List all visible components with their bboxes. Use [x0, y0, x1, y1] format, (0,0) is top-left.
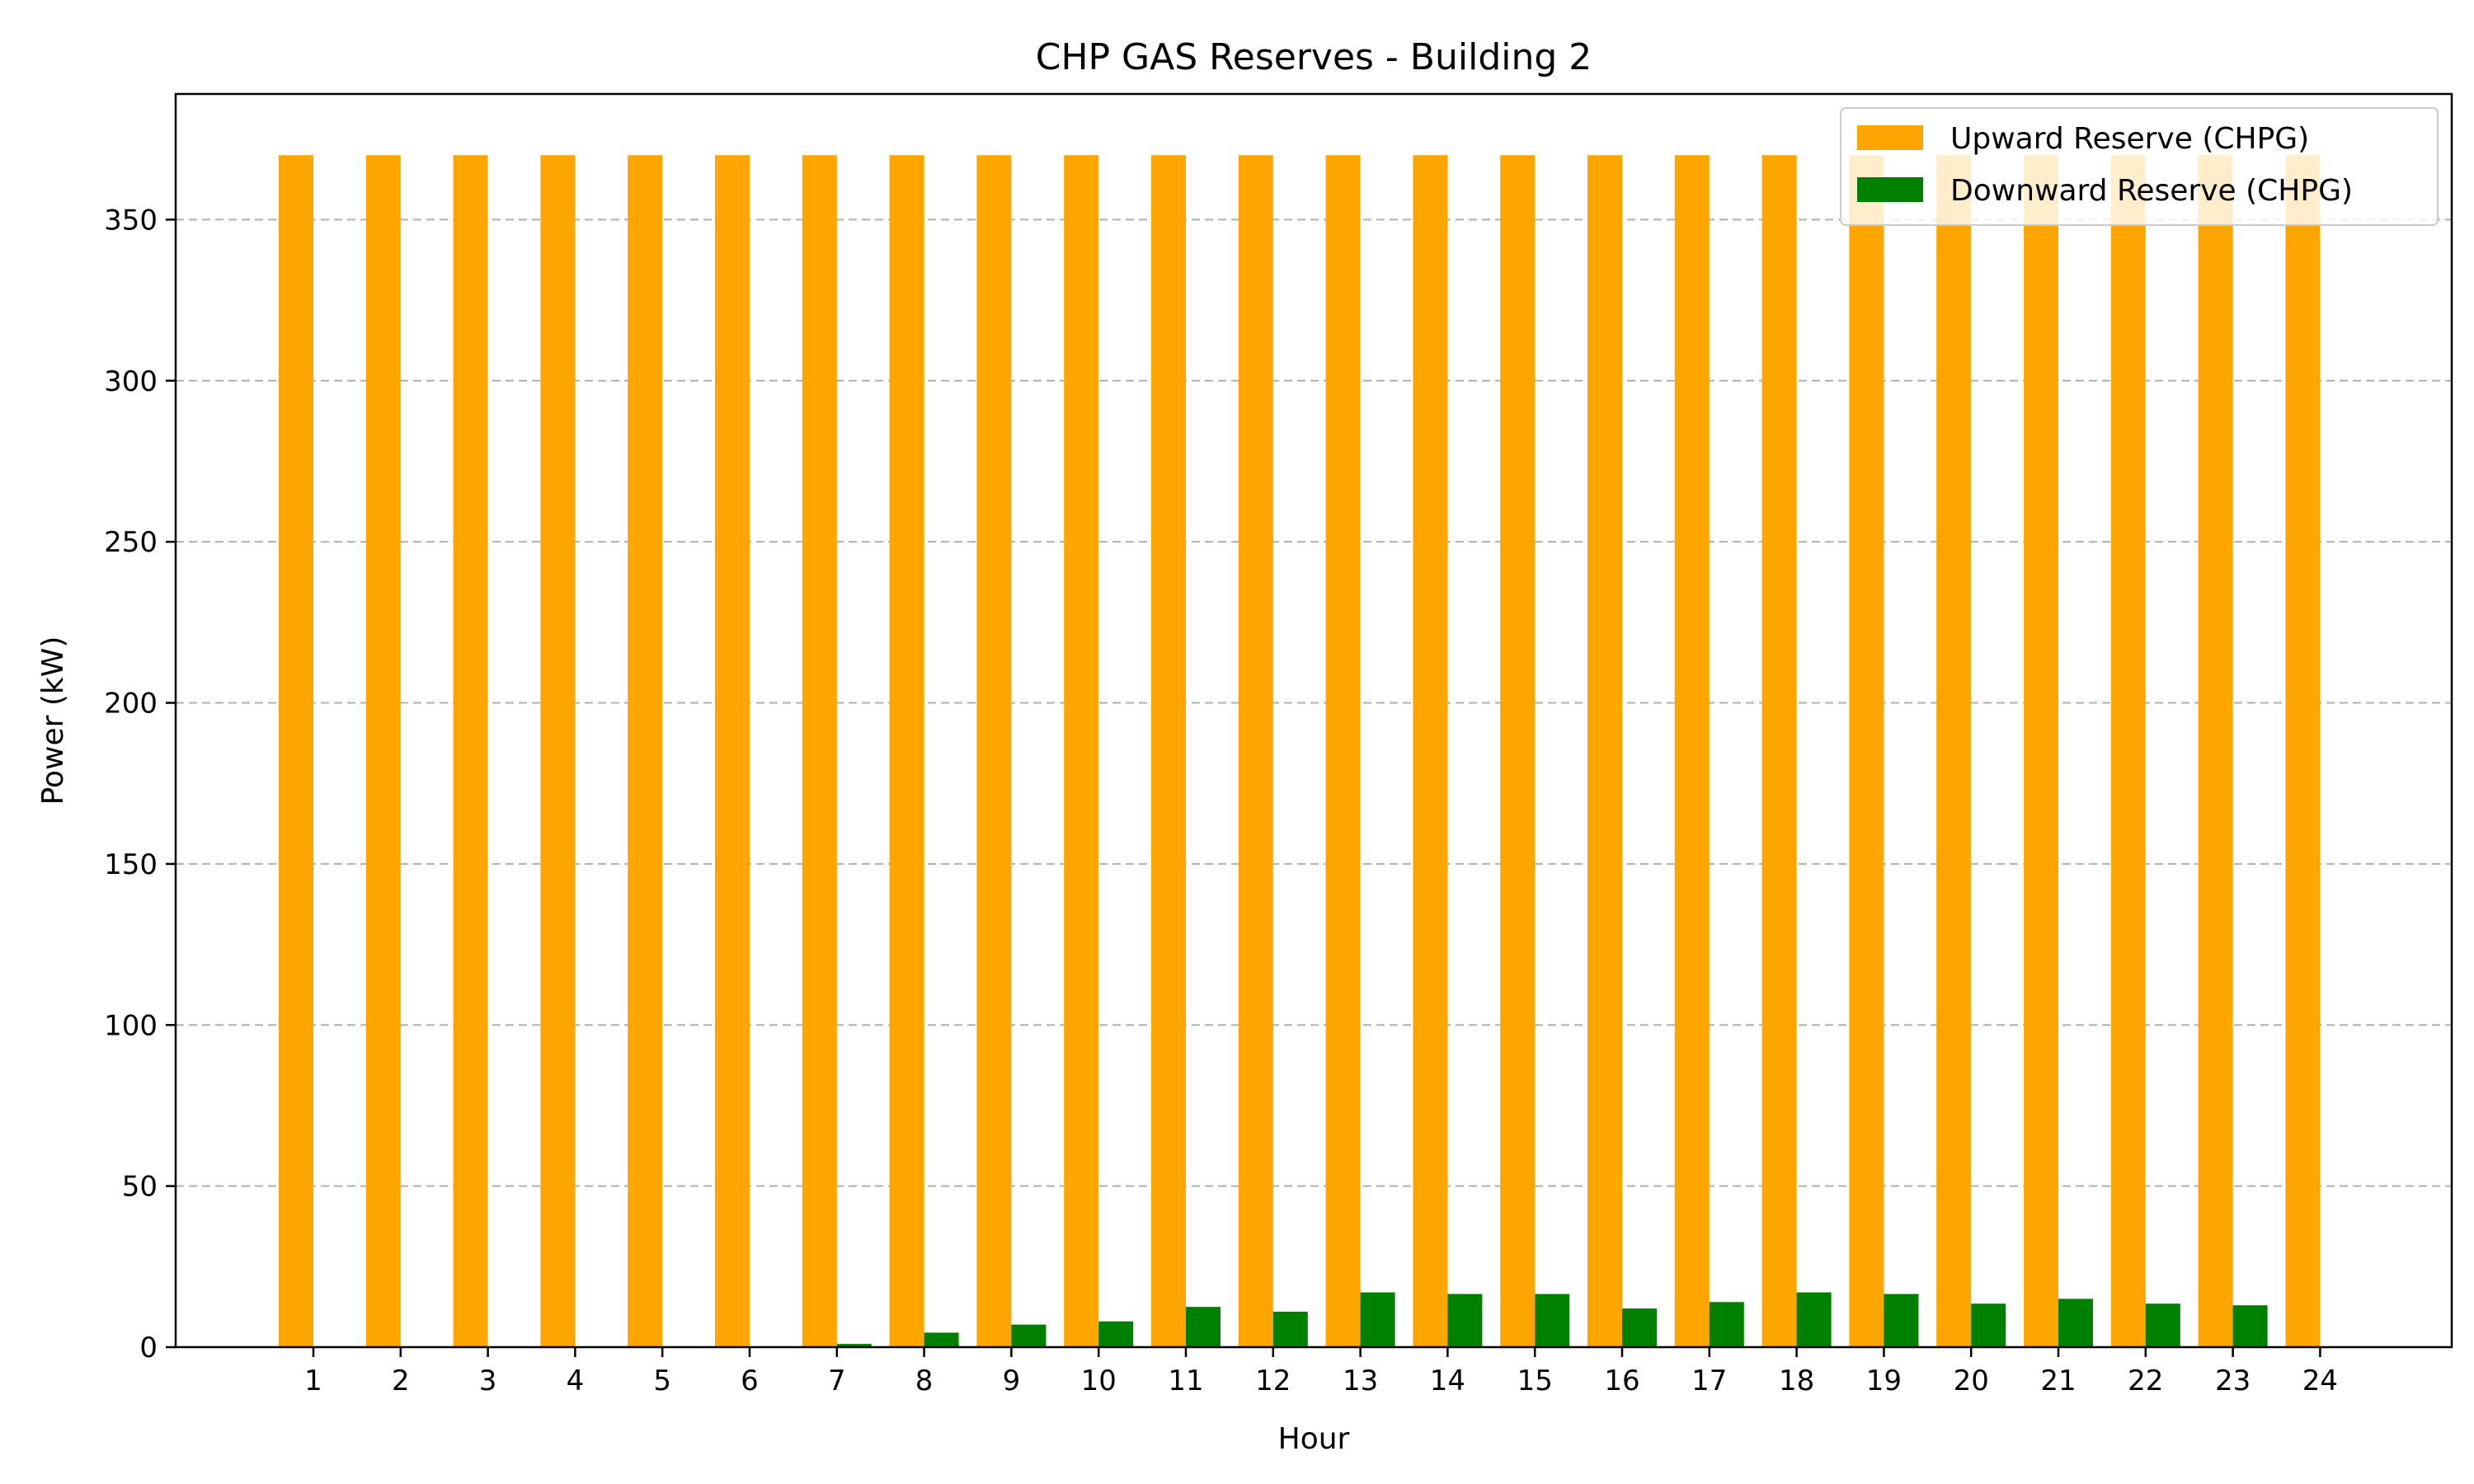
x-tick-label: 1 — [304, 1364, 322, 1397]
grid-lines — [176, 218, 2452, 1187]
x-tick-label: 8 — [915, 1364, 934, 1397]
bar-downward-reserve — [1796, 1292, 1832, 1347]
bar-downward-reserve — [1971, 1303, 2006, 1347]
x-tick-label: 17 — [1691, 1364, 1727, 1397]
bar-downward-reserve — [1622, 1308, 1657, 1347]
bar-downward-reserve — [1011, 1324, 1047, 1347]
x-tick-label: 14 — [1430, 1364, 1465, 1397]
bars — [279, 155, 2321, 1347]
x-tick-label: 10 — [1081, 1364, 1117, 1397]
bar-upward-reserve — [628, 155, 663, 1347]
bar-downward-reserve — [2232, 1305, 2268, 1347]
bar-downward-reserve — [836, 1344, 872, 1347]
x-tick-label: 5 — [653, 1364, 671, 1397]
legend-swatch-upward — [1857, 125, 1923, 150]
y-tick-label: 200 — [104, 688, 158, 721]
legend-swatch-downward — [1857, 177, 1923, 202]
bar-upward-reserve — [1761, 155, 1797, 1347]
x-tick-label: 23 — [2215, 1364, 2251, 1397]
bar-downward-reserve — [2145, 1303, 2180, 1347]
x-tick-label: 2 — [392, 1364, 410, 1397]
legend-label-upward: Upward Reserve (CHPG) — [1950, 122, 2309, 156]
bar-upward-reserve — [2285, 155, 2321, 1347]
y-axis-ticks: 0 50 100 150 200 250 300 350 — [104, 204, 176, 1364]
bar-upward-reserve — [453, 155, 488, 1347]
x-tick-label: 18 — [1779, 1364, 1814, 1397]
y-tick-label: 0 — [139, 1331, 158, 1364]
y-tick-label: 250 — [104, 526, 158, 559]
bar-downward-reserve — [1360, 1292, 1395, 1347]
x-tick-label: 13 — [1343, 1364, 1378, 1397]
x-tick-label: 9 — [1003, 1364, 1021, 1397]
bar-upward-reserve — [1238, 155, 1273, 1347]
bar-downward-reserve — [1098, 1321, 1134, 1347]
bar-downward-reserve — [924, 1332, 959, 1347]
x-tick-label: 12 — [1255, 1364, 1291, 1397]
bar-upward-reserve — [976, 155, 1012, 1347]
y-tick-label: 350 — [104, 204, 158, 237]
bar-upward-reserve — [889, 155, 924, 1347]
bar-upward-reserve — [2110, 155, 2146, 1347]
legend-label-downward: Downward Reserve (CHPG) — [1950, 174, 2353, 208]
bar-downward-reserve — [1709, 1302, 1744, 1347]
x-tick-label: 21 — [2040, 1364, 2076, 1397]
bar-downward-reserve — [1884, 1294, 1919, 1347]
bar-upward-reserve — [1413, 155, 1448, 1347]
legend: Upward Reserve (CHPG) Downward Reserve (… — [1840, 107, 2439, 226]
bar-upward-reserve — [1151, 155, 1186, 1347]
bar-upward-reserve — [1587, 155, 1622, 1347]
plot-frame — [174, 92, 2453, 1349]
bar-downward-reserve — [1447, 1294, 1483, 1347]
chart-title: CHP GAS Reserves - Building 2 — [1036, 36, 1592, 78]
bar-upward-reserve — [365, 155, 401, 1347]
bar-upward-reserve — [1500, 155, 1536, 1347]
x-tick-label: 11 — [1168, 1364, 1203, 1397]
x-axis-label: Hour — [1278, 1422, 1350, 1456]
bar-upward-reserve — [540, 155, 576, 1347]
x-tick-label: 4 — [567, 1364, 585, 1397]
x-tick-label: 6 — [741, 1364, 759, 1397]
y-tick-label: 300 — [104, 365, 158, 398]
x-tick-label: 20 — [1954, 1364, 1989, 1397]
y-tick-label: 150 — [104, 848, 158, 881]
bar-upward-reserve — [2024, 155, 2058, 1347]
bar-downward-reserve — [1186, 1307, 1221, 1347]
x-tick-label: 16 — [1604, 1364, 1639, 1397]
bar-upward-reserve — [1064, 155, 1099, 1347]
y-tick-label: 100 — [104, 1009, 158, 1042]
bar-upward-reserve — [1674, 155, 1710, 1347]
x-tick-label: 24 — [2302, 1364, 2338, 1397]
x-tick-label: 7 — [828, 1364, 846, 1397]
bar-upward-reserve — [1936, 155, 1972, 1347]
x-tick-label: 22 — [2128, 1364, 2163, 1397]
legend-box — [1840, 107, 2439, 226]
bar-upward-reserve — [1325, 155, 1361, 1347]
bar-downward-reserve — [1272, 1312, 1308, 1347]
bar-upward-reserve — [279, 155, 313, 1347]
bar-upward-reserve — [715, 155, 750, 1347]
bar-upward-reserve — [802, 155, 837, 1347]
x-axis-ticks: 1 2 3 4 5 6 7 8 9 10 11 12 13 14 15 16 17 18 19 20 21 22 23 24 — [304, 1347, 2338, 1397]
x-tick-label: 15 — [1517, 1364, 1553, 1397]
y-tick-label: 50 — [122, 1171, 158, 1204]
x-tick-label: 3 — [479, 1364, 497, 1397]
bar-downward-reserve — [2058, 1298, 2093, 1347]
x-tick-label: 19 — [1866, 1364, 1902, 1397]
bar-upward-reserve — [2198, 155, 2233, 1347]
bar-downward-reserve — [1535, 1294, 1570, 1347]
y-axis-label: Power (kW) — [36, 636, 70, 805]
bar-upward-reserve — [1849, 155, 1884, 1347]
